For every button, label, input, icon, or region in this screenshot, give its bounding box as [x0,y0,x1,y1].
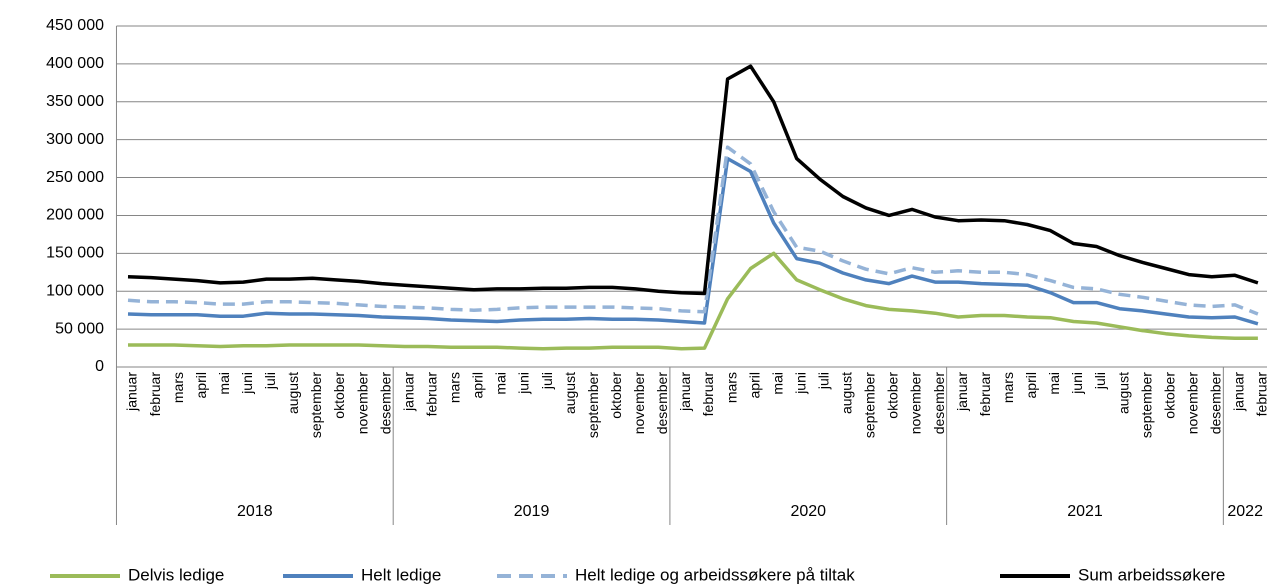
x-tick-label: mai [769,372,785,395]
x-tick-label: november [354,372,370,435]
x-tick-label: januar [400,372,416,412]
y-tick-label: 50 000 [55,320,104,337]
x-tick-label: april [193,372,209,398]
x-tick-label: mai [1046,372,1062,395]
y-tick-label: 350 000 [46,93,104,110]
x-tick-label: oktober [1161,372,1177,419]
x-tick-label: desember [377,372,393,435]
x-tick-label: november [908,372,924,435]
year-label: 2022 [1227,503,1263,520]
x-tick-label: april [746,372,762,398]
y-tick-label: 250 000 [46,169,104,186]
year-label: 2021 [1067,503,1103,520]
x-tick-label: januar [124,372,140,412]
x-tick-label: juni [239,372,255,395]
x-tick-label: juli [1092,372,1108,390]
legend-label: Helt ledige [361,565,441,584]
y-tick-label: 450 000 [46,17,104,34]
x-tick-label: desember [931,372,947,435]
series-line [127,156,1259,326]
y-tick-label: 150 000 [46,245,104,262]
x-tick-label: desember [1208,372,1224,435]
x-tick-label: august [839,372,855,414]
x-tick-label: februar [977,372,993,417]
legend-label: Helt ledige og arbeidssøkere på tiltak [575,565,855,584]
x-tick-label: september [308,372,324,438]
x-tick-label: februar [147,372,163,417]
series-line [127,145,1259,316]
x-tick-label: april [470,372,486,398]
x-tick-label: juni [516,372,532,395]
x-tick-label: mars [723,372,739,403]
x-tick-label: juli [262,372,278,390]
x-tick-label: august [285,372,301,414]
x-tick-label: juli [539,372,555,390]
x-tick-label: august [562,372,578,414]
series-line [127,64,1259,296]
x-tick-label: januar [1231,372,1247,412]
year-label: 2018 [237,503,273,520]
series-line [128,251,1258,351]
x-tick-label: juni [1069,372,1085,395]
x-tick-label: april [1023,372,1039,398]
y-tick-label: 200 000 [46,207,104,224]
legend-label: Sum arbeidssøkere [1078,565,1225,584]
y-tick-label: 0 [95,358,104,375]
y-tick-label: 300 000 [46,131,104,148]
y-tick-label: 100 000 [46,282,104,299]
x-tick-label: juni [792,372,808,395]
year-label: 2020 [790,503,826,520]
x-tick-label: januar [677,372,693,412]
x-tick-label: oktober [608,372,624,419]
x-tick-label: februar [423,372,439,417]
x-tick-label: mai [216,372,232,395]
x-tick-label: juli [816,372,832,390]
x-tick-label: oktober [331,372,347,419]
x-tick-label: august [1115,372,1131,414]
x-tick-label: februar [700,372,716,417]
y-tick-label: 400 000 [46,55,104,72]
x-tick-label: mars [447,372,463,403]
x-tick-label: mai [493,372,509,395]
x-tick-label: mars [1000,372,1016,403]
x-tick-label: september [1138,372,1154,438]
x-tick-label: februar [1254,372,1267,417]
x-tick-label: januar [954,372,970,412]
year-label: 2019 [514,503,550,520]
x-tick-label: november [1184,372,1200,435]
x-tick-label: november [631,372,647,435]
x-tick-label: september [585,372,601,438]
x-tick-label: oktober [885,372,901,419]
legend-label: Delvis ledige [128,565,224,584]
x-tick-label: desember [654,372,670,435]
x-tick-label: september [862,372,878,438]
x-tick-label: mars [170,372,186,403]
